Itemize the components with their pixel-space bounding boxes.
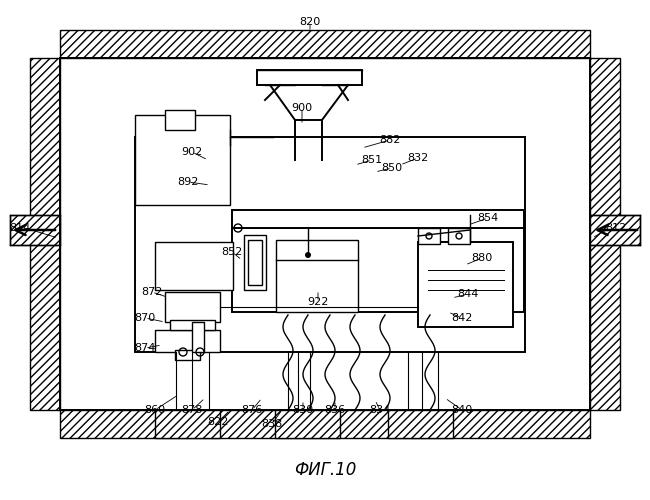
Bar bbox=[165, 110, 195, 130]
Text: 878: 878 bbox=[181, 405, 203, 415]
Bar bbox=[590, 215, 640, 245]
Text: 874: 874 bbox=[135, 343, 156, 353]
Text: 851: 851 bbox=[361, 155, 383, 165]
Text: 844: 844 bbox=[458, 289, 478, 299]
Text: 852: 852 bbox=[222, 247, 242, 257]
Text: 870: 870 bbox=[135, 313, 155, 323]
Text: 840: 840 bbox=[451, 405, 473, 415]
Bar bbox=[155, 410, 220, 438]
Bar bbox=[248, 240, 262, 285]
Bar bbox=[135, 137, 525, 352]
Text: 850: 850 bbox=[382, 163, 402, 173]
Text: 922: 922 bbox=[307, 297, 329, 307]
Bar bbox=[165, 292, 220, 322]
Text: 832: 832 bbox=[408, 153, 428, 163]
Bar bbox=[192, 322, 204, 352]
Bar bbox=[418, 242, 513, 327]
Bar bbox=[60, 410, 590, 438]
Text: 830: 830 bbox=[292, 405, 313, 415]
Bar bbox=[30, 58, 60, 410]
Bar bbox=[388, 410, 453, 438]
Text: 872: 872 bbox=[141, 287, 162, 297]
Text: 814: 814 bbox=[9, 223, 31, 233]
Text: 834: 834 bbox=[369, 405, 391, 415]
Text: 842: 842 bbox=[451, 313, 473, 323]
Bar bbox=[418, 228, 440, 244]
Text: 900: 900 bbox=[291, 103, 313, 113]
Bar bbox=[232, 228, 524, 312]
Bar bbox=[257, 70, 362, 85]
Bar bbox=[155, 330, 220, 352]
Text: 812: 812 bbox=[605, 223, 627, 233]
Text: 882: 882 bbox=[380, 135, 400, 145]
Bar bbox=[10, 215, 60, 245]
Text: 880: 880 bbox=[471, 253, 493, 263]
Bar bbox=[276, 240, 358, 312]
Text: ФИГ.10: ФИГ.10 bbox=[294, 461, 356, 479]
Bar bbox=[590, 58, 620, 410]
Text: 902: 902 bbox=[181, 147, 203, 157]
Text: 822: 822 bbox=[207, 417, 229, 427]
Bar bbox=[135, 115, 230, 205]
Bar bbox=[175, 350, 200, 360]
Bar bbox=[170, 320, 215, 330]
Text: 892: 892 bbox=[177, 177, 199, 187]
Bar bbox=[155, 242, 233, 290]
Text: 854: 854 bbox=[477, 213, 499, 223]
Text: 876: 876 bbox=[241, 405, 263, 415]
Bar bbox=[232, 210, 524, 228]
Text: 838: 838 bbox=[261, 419, 283, 429]
Text: 820: 820 bbox=[300, 17, 320, 27]
Bar bbox=[60, 30, 590, 58]
Circle shape bbox=[305, 252, 311, 258]
Bar bbox=[244, 235, 266, 290]
Bar bbox=[275, 410, 340, 438]
Text: 860: 860 bbox=[144, 405, 166, 415]
Text: 836: 836 bbox=[324, 405, 346, 415]
Bar bbox=[448, 228, 470, 244]
